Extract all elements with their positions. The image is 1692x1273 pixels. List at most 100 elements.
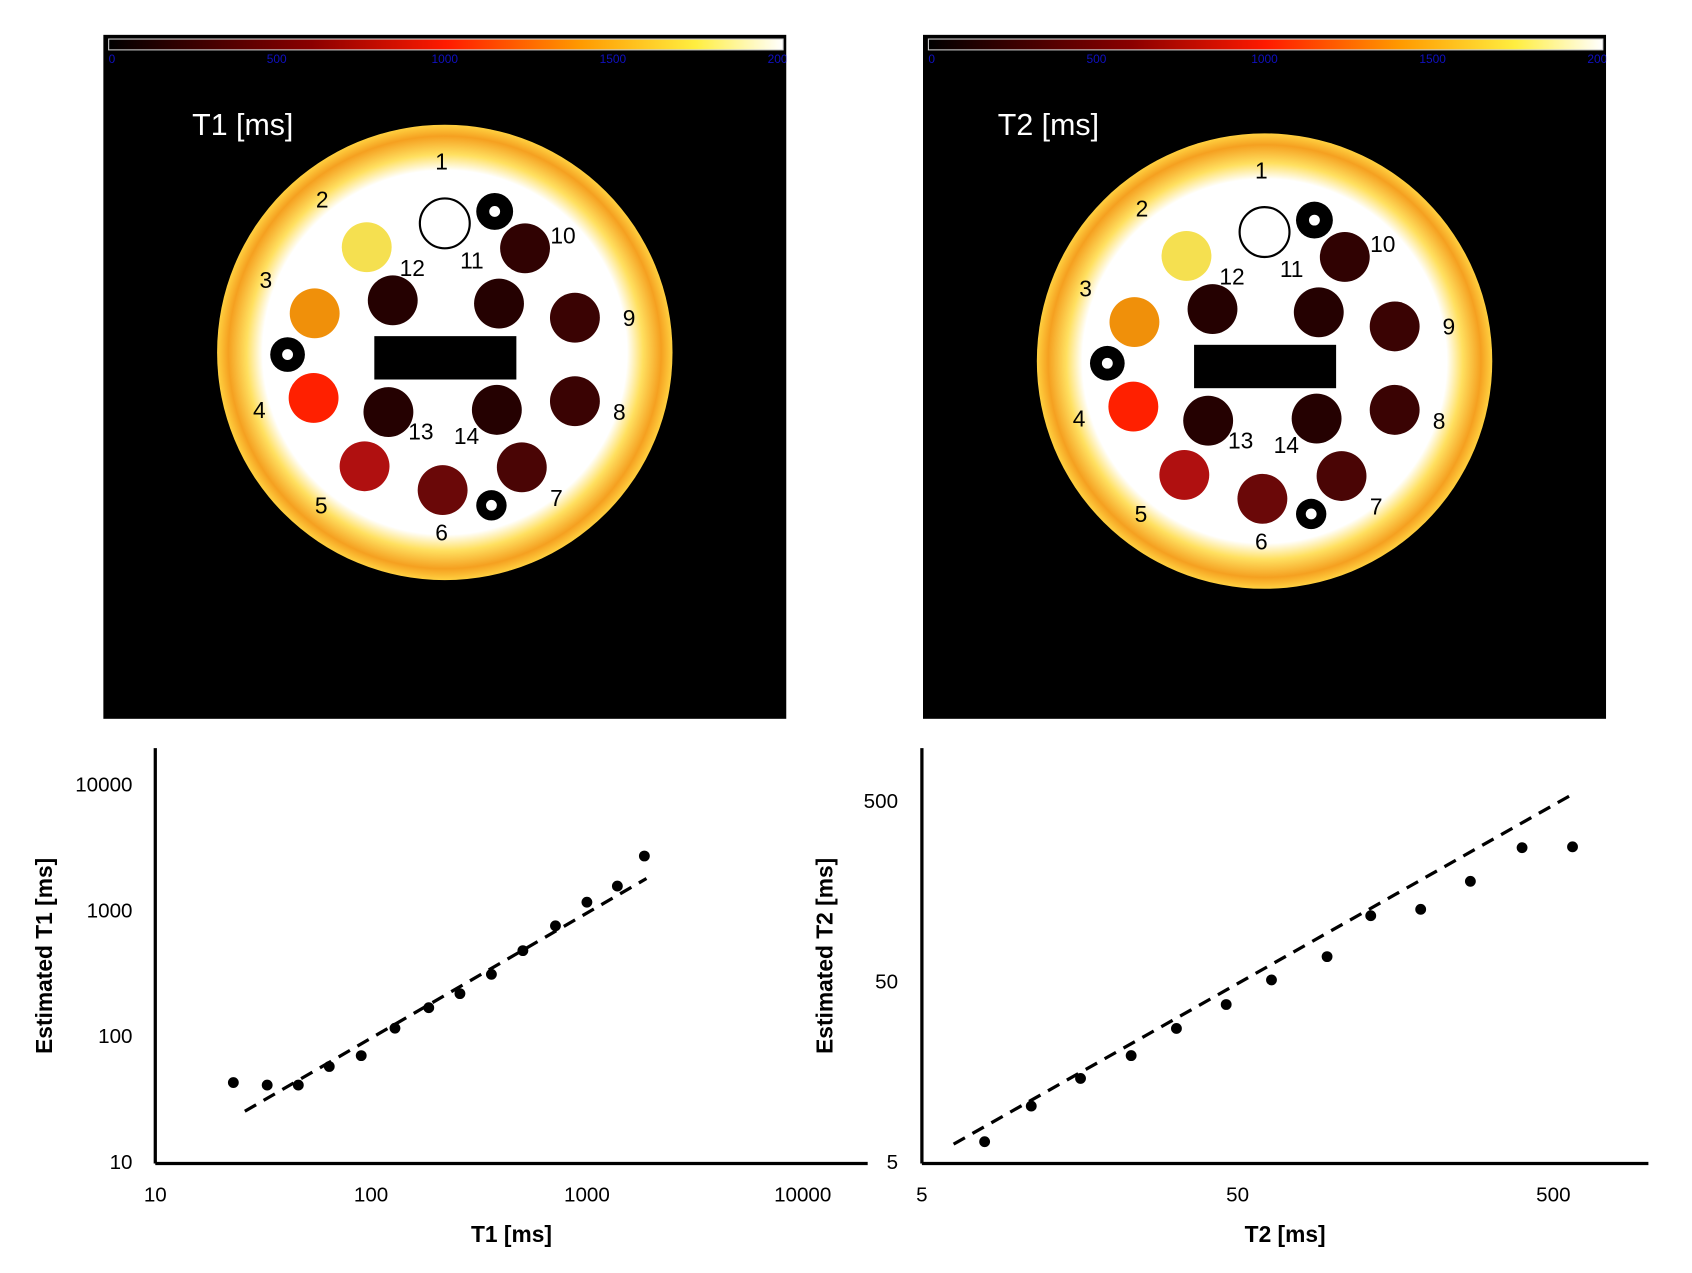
- colorbar-tick-label: 2000: [768, 52, 795, 66]
- ring-hole: [1309, 214, 1320, 226]
- colorbar-tick-label: 0: [928, 52, 935, 66]
- vial: [1369, 301, 1420, 352]
- colorbar-tick-label: 1000: [432, 52, 459, 66]
- map-title: T2 [ms]: [998, 109, 1099, 142]
- vial-label: 6: [435, 520, 448, 546]
- vial-label: 3: [1079, 276, 1092, 302]
- colorbar: [108, 38, 784, 51]
- center-insert: [1194, 344, 1337, 389]
- vial: [418, 197, 471, 250]
- data-point: [1415, 903, 1427, 915]
- vial-label: 4: [1073, 406, 1086, 432]
- vial-label: 13: [1228, 427, 1253, 453]
- vial-label: 7: [1370, 494, 1383, 520]
- x-tick-label: 10: [144, 1183, 167, 1206]
- y-tick-label: 500: [864, 790, 898, 813]
- data-point: [1365, 910, 1377, 922]
- vial-label: 3: [260, 267, 273, 293]
- vial-label: 14: [454, 423, 479, 449]
- y-axis-title: Estimated T2 [ms]: [811, 858, 837, 1054]
- ring-hole: [486, 499, 497, 511]
- vial: [363, 387, 414, 437]
- vial: [417, 465, 468, 516]
- vial: [341, 222, 392, 273]
- ring-hole: [489, 206, 501, 217]
- fit-line: [244, 877, 648, 1113]
- vial: [1316, 451, 1367, 501]
- x-axis-title: T1 [ms]: [471, 1221, 552, 1247]
- vial-label: 6: [1255, 528, 1268, 554]
- vial-label: 10: [550, 222, 575, 248]
- vial-label: 1: [435, 149, 448, 175]
- data-point: [292, 1079, 304, 1091]
- data-point: [1171, 1023, 1182, 1034]
- vial-label: 12: [1219, 264, 1244, 290]
- center-insert: [374, 336, 517, 380]
- colorbar-tick-label: 1500: [1419, 52, 1446, 66]
- vial: [339, 441, 390, 492]
- data-point: [423, 1002, 435, 1014]
- vial: [549, 376, 600, 427]
- vial: [1293, 287, 1344, 338]
- colorbar: [927, 38, 1604, 51]
- x-tick-label: 500: [1536, 1183, 1570, 1206]
- data-point: [1321, 951, 1333, 963]
- data-point: [611, 880, 623, 892]
- data-point: [581, 896, 593, 908]
- colorbar-tick-label: 2000: [1587, 52, 1614, 66]
- vial: [500, 223, 550, 274]
- vial: [1319, 232, 1370, 282]
- data-point: [1464, 875, 1476, 887]
- x-tick-label: 5: [916, 1183, 927, 1206]
- y-tick-label: 10000: [75, 773, 132, 796]
- vial-label: 9: [1443, 314, 1456, 340]
- vial: [1238, 206, 1291, 259]
- y-tick-label: 100: [98, 1025, 132, 1048]
- vial-label: 13: [408, 419, 433, 445]
- vial-label: 5: [315, 492, 328, 518]
- vial-label: 10: [1370, 231, 1395, 257]
- colorbar-tick-label: 500: [267, 52, 287, 66]
- vial: [288, 373, 339, 423]
- ring-hole: [282, 349, 293, 360]
- ring-hole: [1305, 508, 1317, 520]
- y-tick-label: 50: [875, 970, 898, 993]
- vial-label: 9: [623, 305, 636, 331]
- y-axis-title: Estimated T1 [ms]: [31, 858, 57, 1054]
- vial-label: 8: [1433, 408, 1446, 434]
- vial: [367, 275, 418, 326]
- colorbar-tick-label: 1000: [1251, 52, 1278, 66]
- vial: [496, 442, 547, 493]
- data-point: [1567, 841, 1578, 853]
- data-point: [638, 850, 650, 862]
- vial: [1291, 393, 1342, 444]
- colorbar-tick-label: 1500: [600, 52, 627, 66]
- data-point: [517, 945, 529, 957]
- y-tick-label: 10: [110, 1151, 133, 1174]
- vial-label: 11: [460, 247, 484, 273]
- map-title: T1 [ms]: [192, 109, 293, 142]
- vial-label: 2: [316, 187, 329, 213]
- data-point: [1075, 1073, 1086, 1084]
- data-point: [1266, 974, 1277, 986]
- vial: [1369, 384, 1420, 435]
- data-point: [1025, 1100, 1037, 1112]
- data-point: [485, 968, 497, 980]
- vial-label: 2: [1136, 195, 1149, 221]
- vial-label: 5: [1135, 501, 1148, 527]
- data-point: [979, 1136, 991, 1148]
- data-point: [355, 1050, 367, 1062]
- vial: [471, 384, 522, 435]
- vial-label: 1: [1255, 157, 1268, 183]
- colorbar-tick-label: 500: [1087, 52, 1107, 66]
- vial: [1237, 473, 1288, 524]
- vial-label: 12: [400, 255, 425, 281]
- vial-label: 14: [1274, 432, 1299, 458]
- vial: [1109, 297, 1160, 347]
- colorbar-tick-label: 0: [109, 52, 116, 66]
- data-point: [323, 1061, 335, 1072]
- data-point: [261, 1079, 273, 1091]
